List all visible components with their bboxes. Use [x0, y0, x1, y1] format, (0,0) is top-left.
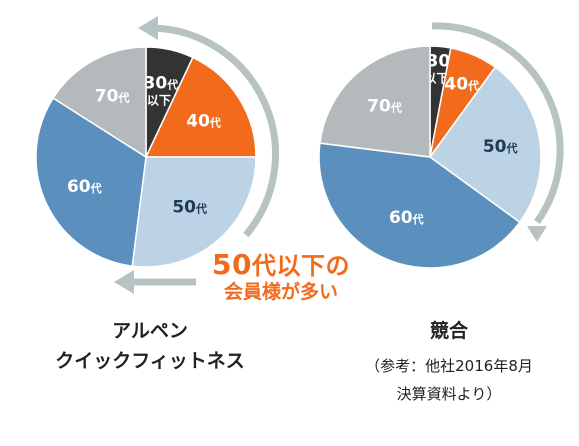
right-arrow-head — [527, 226, 547, 242]
slice-label: 70代 — [95, 86, 130, 106]
slice-label: 40代 — [444, 75, 479, 95]
right-subcaption-line-2: 決算資料より） — [396, 385, 502, 403]
callout-annotation: 50代以下の 会員様が多い — [196, 251, 366, 304]
pie-slice — [428, 66, 542, 224]
left-chart-caption: アルペン クイックフィットネス — [40, 316, 260, 376]
left-arrow-head-top — [138, 16, 158, 40]
pie-slice — [319, 45, 431, 158]
left-caption-line-1: アルペン — [112, 320, 188, 342]
left-arrow-head-bottom — [114, 270, 134, 294]
left-arrow-arc — [151, 24, 279, 238]
callout-line1: 代以下の — [251, 252, 350, 280]
right-caption-line-1: 競合 — [429, 320, 468, 342]
right-chart-caption: 競合 （参考：他社2016年8月 決算資料より） — [334, 316, 564, 408]
right-subcaption-line-1: （参考：他社2016年8月 — [365, 357, 533, 375]
slice-label: 40代 — [186, 111, 221, 131]
slice-label: 60代 — [389, 208, 424, 228]
pie-slice — [318, 142, 521, 269]
right-curved-arrow — [431, 22, 564, 242]
pie-slice — [131, 156, 257, 268]
pie-slice — [144, 56, 257, 158]
pie-slice — [52, 46, 147, 159]
callout-line2: 会員様が多い — [223, 281, 338, 303]
slice-sublabel: 以下 — [147, 93, 171, 107]
slice-label: 30代 — [144, 73, 179, 93]
left-curved-arrow — [114, 16, 279, 294]
slice-label: 30 — [427, 52, 451, 72]
left-caption-line-2: クイックフィットネス — [55, 350, 245, 372]
slice-label: 60代 — [67, 177, 102, 197]
slice-label: 50代 — [483, 137, 518, 157]
slice-label: 50代 — [172, 198, 207, 218]
callout-number: 50 — [212, 248, 252, 281]
slice-label: 70代 — [367, 96, 402, 116]
right-arrow-arc — [431, 22, 564, 225]
